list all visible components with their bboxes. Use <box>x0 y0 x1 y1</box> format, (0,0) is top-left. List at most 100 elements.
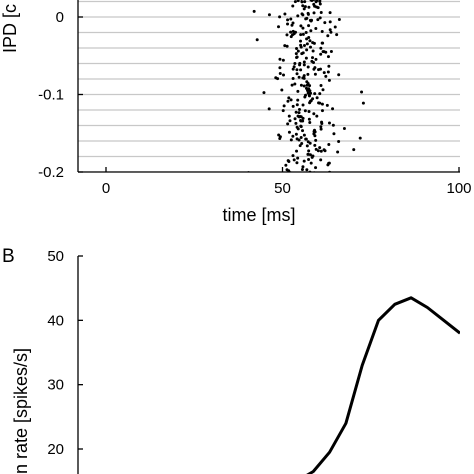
spike-dot <box>312 11 316 15</box>
spike-dot <box>301 129 305 133</box>
spike-dot <box>319 158 323 162</box>
spike-dot <box>309 91 313 95</box>
spike-dot <box>292 158 296 162</box>
spike-dot <box>291 4 295 8</box>
spike-dot <box>301 4 305 8</box>
raster-y-tick-label: 0 <box>56 9 64 26</box>
spike-dot <box>306 72 310 76</box>
spike-dot <box>267 13 271 17</box>
spike-dot <box>307 24 311 28</box>
raster-y-tick-label: -0.2 <box>38 164 64 181</box>
spike-dot <box>320 102 324 106</box>
spike-dot <box>305 48 309 52</box>
spike-dot <box>332 132 336 136</box>
spike-dot <box>329 30 333 34</box>
spike-dot <box>304 30 308 34</box>
spike-dot <box>294 30 298 34</box>
spike-dot <box>301 116 305 120</box>
spike-dot <box>297 173 300 176</box>
spike-dot <box>305 42 309 46</box>
spike-dot <box>300 12 304 16</box>
spike-dot <box>308 141 312 145</box>
spike-dot <box>307 5 311 9</box>
spike-dot <box>287 160 291 164</box>
rate-panel: B 20 30 40 50 n rate [spikes/s] <box>2 246 460 474</box>
spike-dot <box>296 0 300 3</box>
spike-dot <box>320 174 323 177</box>
spike-dot <box>298 144 302 148</box>
spike-dots <box>247 0 365 179</box>
spike-dot <box>293 82 297 86</box>
spike-dot <box>284 163 288 167</box>
spike-dot <box>314 147 318 151</box>
spike-dot <box>320 122 324 126</box>
spike-dot <box>318 2 322 6</box>
spike-dot <box>287 130 291 134</box>
spike-dot <box>315 96 319 100</box>
spike-dot <box>304 176 307 179</box>
spike-dot <box>309 29 313 33</box>
rate-y-tick-label: 30 <box>47 377 64 394</box>
spike-dot <box>318 16 322 20</box>
spike-dot <box>331 123 335 127</box>
spike-dot <box>278 66 282 70</box>
spike-dot <box>319 11 323 15</box>
spike-dot <box>303 0 307 4</box>
raster-ylabel: IPD [c <box>0 4 20 53</box>
spike-dot <box>327 78 331 82</box>
spike-dot <box>291 154 295 158</box>
spike-dot <box>306 65 310 69</box>
spike-dot <box>291 67 295 71</box>
spike-dot <box>295 55 299 59</box>
spike-dot <box>311 56 315 60</box>
spike-dot <box>320 29 324 33</box>
spike-dot <box>305 144 309 148</box>
spike-dot <box>318 0 322 3</box>
spike-dot <box>328 28 332 32</box>
spike-dot <box>302 84 306 88</box>
spike-dot <box>290 83 294 87</box>
spike-dot <box>297 111 301 115</box>
spike-dot <box>301 32 305 36</box>
spike-dot <box>319 83 323 87</box>
spike-dot <box>301 26 305 30</box>
spike-dot <box>313 4 317 8</box>
spike-dot <box>313 92 317 96</box>
spike-dot <box>282 73 286 77</box>
spike-dot <box>307 36 311 40</box>
spike-dot <box>319 46 323 50</box>
spike-dot <box>295 68 299 72</box>
spike-dot <box>318 92 322 96</box>
spike-dot <box>360 90 364 94</box>
spike-dot <box>281 58 285 62</box>
spike-dot <box>316 149 320 153</box>
spike-dot <box>304 56 308 60</box>
spike-dot <box>322 71 326 75</box>
spike-dot <box>303 5 307 9</box>
spike-dot <box>289 35 293 39</box>
spike-dot <box>300 0 303 1</box>
spike-dot <box>303 109 307 113</box>
spike-dot <box>296 14 300 18</box>
spike-dot <box>287 114 291 118</box>
spike-dot <box>289 30 293 34</box>
spike-dot <box>333 25 337 29</box>
spike-dot <box>252 9 256 13</box>
spike-dot <box>291 104 295 108</box>
spike-dot <box>297 173 300 176</box>
raster-x-tick-label: 50 <box>274 180 291 197</box>
spike-dot <box>278 71 282 75</box>
spike-dot <box>308 39 312 43</box>
spike-dot <box>290 23 294 27</box>
spike-dot <box>301 103 305 107</box>
rate-curve <box>306 296 460 474</box>
spike-dot <box>322 148 326 152</box>
spike-dot <box>311 49 315 53</box>
spike-dot <box>300 175 303 178</box>
spike-dot <box>326 70 330 74</box>
spike-dot <box>317 68 321 72</box>
spike-dot <box>296 49 300 53</box>
spike-dot <box>301 165 305 169</box>
spike-dot <box>329 50 333 54</box>
